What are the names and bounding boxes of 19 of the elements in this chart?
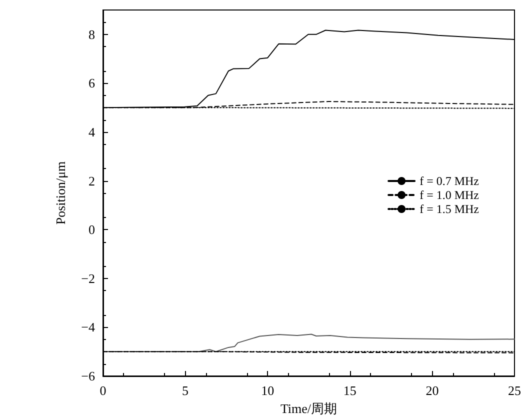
y-tick-label: −6 [81,368,96,384]
x-tick-label: 25 [508,383,521,398]
x-axis-title: Time/周期 [280,400,338,416]
x-tick-label: 20 [426,383,439,398]
y-tick-label: −4 [81,320,96,335]
x-tick-label: 15 [343,383,356,398]
legend-label: f = 1.5 MHz [420,202,480,216]
legend-label: f = 0.7 MHz [420,174,480,188]
legend-label: f = 1.0 MHz [420,188,480,202]
y-tick-label: 0 [88,222,95,238]
x-tick-label: 5 [182,383,189,398]
y-tick-label: 4 [88,124,96,140]
x-tick-label: 0 [100,383,106,398]
y-tick-label: 2 [88,173,95,188]
y-axis-title: Position/μm [53,161,68,225]
x-tick-label: 10 [261,383,274,398]
y-tick-label: 6 [88,76,96,91]
y-tick-label: 8 [88,26,95,42]
y-tick-label: −2 [81,270,95,286]
